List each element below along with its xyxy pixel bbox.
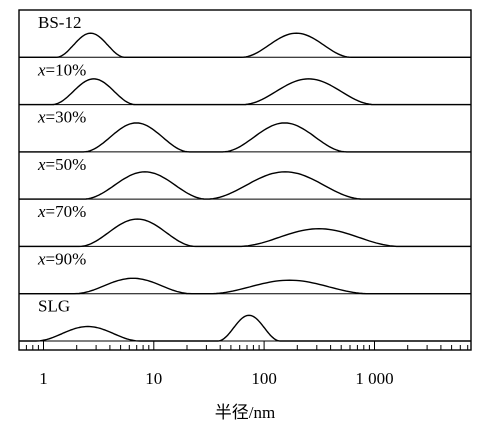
series-line-5: [19, 218, 471, 248]
series-label-2: x=10%: [37, 60, 86, 79]
x-axis-tick-labels: 1 10 100 1 000: [39, 369, 393, 388]
series-panels: BS-12x=10%x=30%x=50%x=70%x=90%SLG: [19, 13, 471, 342]
series-label-text: BS-12: [38, 13, 81, 32]
series-line-6: [19, 277, 471, 295]
x-tick-label-3: 100: [251, 369, 277, 388]
series-label-5: x=70%: [37, 202, 86, 221]
series-label-variable: x: [37, 202, 46, 221]
series-label-text: =90%: [46, 249, 87, 268]
series-label-variable: x: [37, 155, 46, 174]
series-label-text: =10%: [46, 60, 87, 79]
series-label-text: SLG: [38, 297, 70, 316]
series-label-variable: x: [37, 108, 46, 127]
series-line-1: [19, 32, 471, 58]
series-line-2: [19, 78, 471, 106]
plot-frame: [18, 9, 472, 351]
x-tick-label-4: 1 000: [355, 369, 393, 388]
series-label-6: x=90%: [37, 249, 86, 268]
x-tick-label-1: 1: [39, 369, 48, 388]
series-label-text: =70%: [46, 202, 87, 221]
series-label-7: SLG: [38, 297, 70, 316]
x-axis-ticks: [18, 341, 469, 350]
series-label-text: =50%: [46, 155, 87, 174]
series-label-1: BS-12: [38, 13, 81, 32]
series-label-variable: x: [37, 60, 46, 79]
series-line-7: [19, 314, 471, 342]
x-axis-label: 半径/nm: [215, 403, 275, 422]
series-label-variable: x: [37, 249, 46, 268]
series-label-3: x=30%: [37, 108, 86, 127]
series-line-4: [19, 171, 471, 200]
series-line-3: [19, 122, 471, 153]
series-label-4: x=50%: [37, 155, 86, 174]
x-tick-label-2: 10: [145, 369, 162, 388]
series-label-text: =30%: [46, 108, 87, 127]
